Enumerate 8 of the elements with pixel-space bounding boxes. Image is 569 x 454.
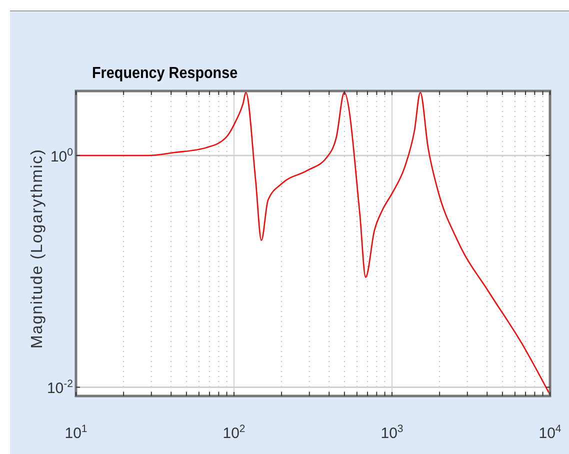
y-tick-label: 10$^{-2}$ [46,378,74,398]
x-tick-label: 10$^{1}$ [64,423,88,442]
x-tick-label: 10$^{2}$ [222,423,246,442]
y-axis-title: Magnitude (Logarythmic) [29,148,46,348]
chart-title: Frequency Response [92,64,238,82]
x-tick-label: 10$^{3}$ [380,423,404,442]
x-tick-label: 10$^{4}$ [538,423,562,442]
y-tick-label: 10$^{0}$ [50,146,74,166]
